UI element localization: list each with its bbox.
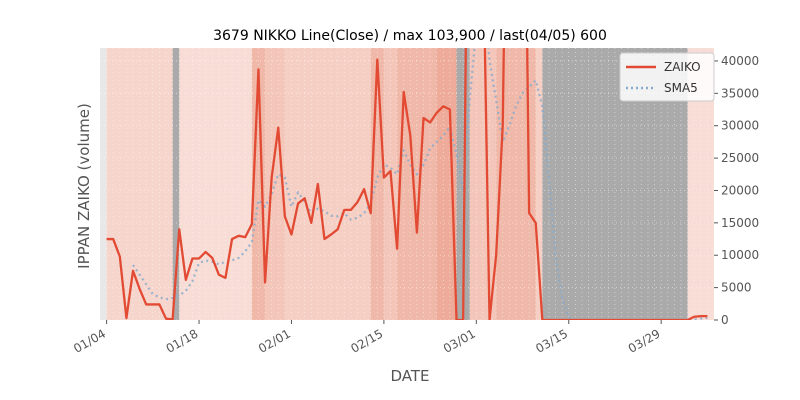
background-band-5 [265,48,286,320]
legend-label-zaiko: ZAIKO [664,60,701,74]
y-tick-label: 0 [721,313,729,327]
y-tick-label: 25000 [721,151,759,165]
legend: ZAIKO SMA5 [619,52,715,102]
background-band-2 [172,48,180,320]
y-tick-label: 15000 [721,216,759,230]
series-layer [106,48,708,320]
y-tick-label: 10000 [721,248,759,262]
y-tick-label: 20000 [721,183,759,197]
y-tick-label: 40000 [721,54,759,68]
chart-title: 3679 NIKKO Line(Close) / max 103,900 / l… [213,28,607,44]
background-band-10 [436,48,458,320]
background-band-14 [535,48,543,320]
series-line-zaiko [106,48,708,320]
legend-box [619,52,715,102]
background-band-0 [100,48,108,320]
y-tick-label: 5000 [721,281,752,295]
grid [100,48,714,320]
x-axis-label: DATE [390,367,429,385]
legend-label-sma5: SMA5 [664,81,698,95]
y-axis: 0 5000 10000 15000 20000 25000 30000 35000 40000 [714,54,759,327]
background-band-3 [179,48,253,320]
y-tick-label: 35000 [721,86,759,100]
y-axis-label: IPPAN ZAIKO (volume) [75,103,93,269]
y-tick-label: 30000 [721,119,759,133]
